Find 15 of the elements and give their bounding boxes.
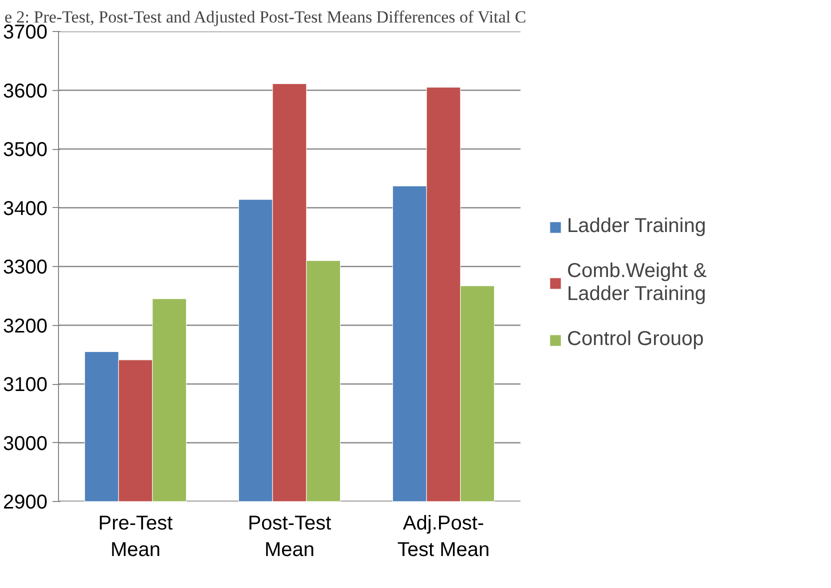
y-tick-label: 3000 [3,432,48,455]
y-tick-label: 3400 [3,198,48,220]
y-tick-label: 3100 [3,374,48,396]
legend-label: Comb.Weight & Ladder Training [567,260,707,306]
y-tick-label: 3200 [3,315,48,338]
y-tick-label: 3700 [3,22,48,44]
y-tick-label: 3500 [3,139,48,161]
legend-label: Control Grouop [567,328,704,351]
y-tick-label: 2900 [3,492,48,514]
x-tick-label: Pre-Test Mean [98,512,174,561]
x-tick-label: Post-Test Mean [248,512,332,561]
y-tick-label: 3300 [3,256,48,278]
x-tick-label: Adj.Post-Test Mean [397,512,490,561]
legend-label: Ladder Training [567,215,706,238]
y-tick-label: 3600 [3,80,48,102]
